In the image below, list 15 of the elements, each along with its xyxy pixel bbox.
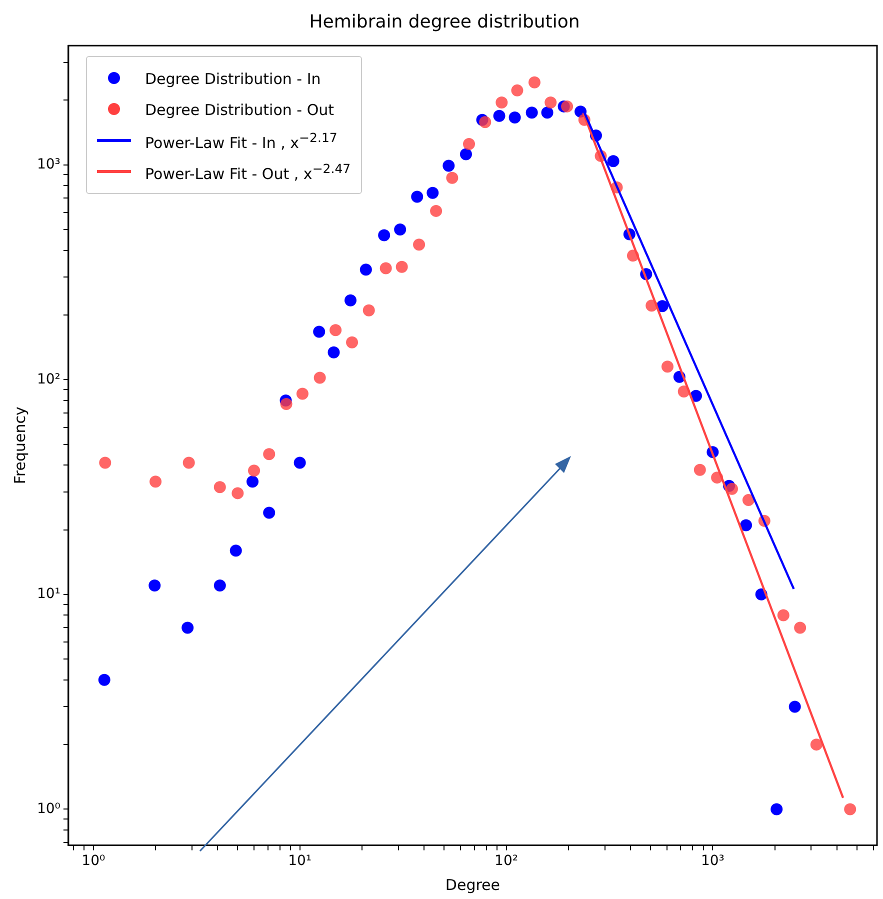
y-tick-label: 10² <box>36 371 60 388</box>
legend-label: Degree Distribution - Out <box>145 100 334 118</box>
y-tick-label: 10⁰ <box>36 800 61 817</box>
x-tick-label: 10¹ <box>288 853 312 870</box>
x-tick-label: 10² <box>494 853 518 870</box>
y-axis-title: Frequency <box>10 406 29 484</box>
x-axis-title: Degree <box>445 876 500 894</box>
y-tick-label: 10³ <box>36 156 60 172</box>
chart-title: Hemibrain degree distribution <box>309 11 580 32</box>
legend-label: Power-Law Fit - Out , x$^{−2.47}$ <box>145 160 351 182</box>
legend-label: Power-Law Fit - In , x$^{−2.17}$ <box>145 130 338 152</box>
legend-label: Degree Distribution - In <box>145 70 321 88</box>
x-tick-label: 10³ <box>700 853 724 870</box>
y-tick-label: 10¹ <box>36 586 60 602</box>
x-tick-label: 10⁰ <box>82 853 106 870</box>
